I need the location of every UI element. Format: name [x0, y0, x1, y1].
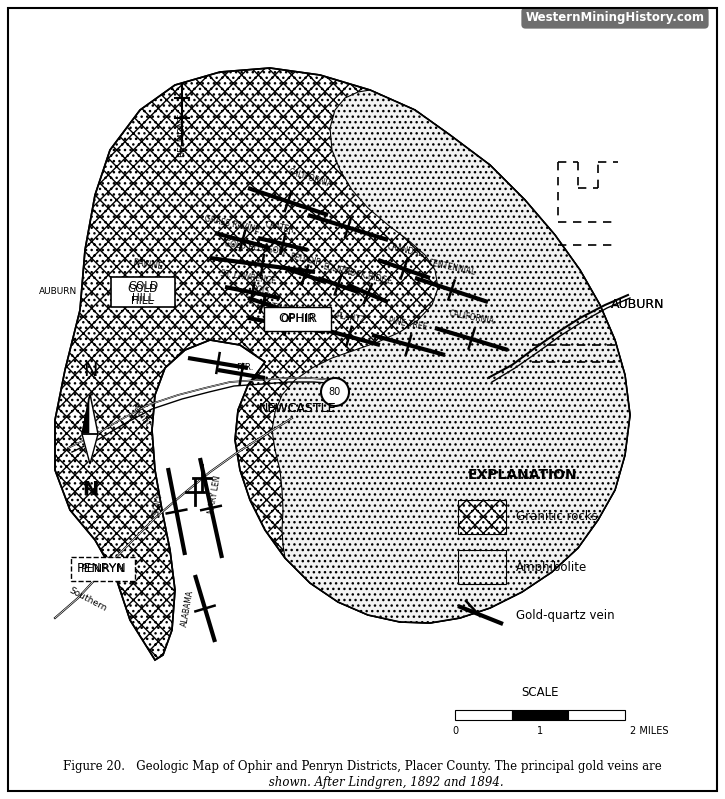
- Text: BELMONT: BELMONT: [178, 113, 186, 157]
- Text: N: N: [82, 480, 98, 499]
- Polygon shape: [82, 394, 98, 434]
- Text: Gold-quartz vein: Gold-quartz vein: [516, 609, 615, 622]
- Bar: [458, 500, 506, 534]
- Text: OPHIR: OPHIR: [278, 312, 318, 324]
- Text: OPHIR: OPHIR: [281, 314, 315, 324]
- Text: ST. LAWRENCE: ST. LAWRENCE: [220, 268, 276, 285]
- Text: 2 MILES: 2 MILES: [630, 726, 668, 736]
- FancyBboxPatch shape: [264, 307, 331, 331]
- Text: 0: 0: [452, 726, 458, 736]
- Text: GOLD
HILL: GOLD HILL: [127, 284, 157, 306]
- Text: N: N: [83, 360, 97, 380]
- Circle shape: [321, 378, 349, 406]
- Text: ROCK RIDGE: ROCK RIDGE: [344, 268, 392, 286]
- Text: Southern: Southern: [67, 586, 108, 614]
- FancyBboxPatch shape: [111, 277, 175, 307]
- Text: R.R.: R.R.: [236, 364, 254, 372]
- Text: AUBURN: AUBURN: [611, 299, 665, 312]
- Text: EXPLANATION: EXPLANATION: [468, 468, 578, 482]
- Text: 1: 1: [537, 726, 543, 736]
- Text: SCALE: SCALE: [521, 686, 559, 698]
- Text: WesternMiningHistory.com: WesternMiningHistory.com: [526, 11, 705, 25]
- Text: GRASS RAVINE: GRASS RAVINE: [204, 214, 260, 234]
- Text: CENTENNIAL: CENTENNIAL: [428, 259, 476, 277]
- Text: Figure 20.   Geologic Map of Ophir and Penryn Districts, Placer County. The prin: Figure 20. Geologic Map of Ophir and Pen…: [62, 760, 661, 773]
- Bar: [568, 710, 625, 720]
- Text: PINE TREE: PINE TREE: [388, 316, 428, 332]
- Text: DOIS: DOIS: [250, 284, 270, 296]
- Bar: [512, 710, 568, 720]
- Text: shown. After Lindgren, 1892 and 1894.: shown. After Lindgren, 1892 and 1894.: [220, 776, 504, 789]
- Text: SICILY: SICILY: [152, 493, 165, 517]
- Text: AUBURN: AUBURN: [611, 299, 665, 312]
- Polygon shape: [82, 434, 98, 464]
- Polygon shape: [272, 90, 630, 623]
- Text: BELVOIR: BELVOIR: [289, 252, 321, 268]
- Text: 80: 80: [329, 387, 341, 397]
- Text: Granitic rocks: Granitic rocks: [516, 511, 597, 523]
- Bar: [458, 550, 506, 584]
- Text: CRATER: CRATER: [265, 221, 296, 236]
- Text: CALIFORNIA: CALIFORNIA: [449, 309, 495, 327]
- Text: PENRYN: PENRYN: [81, 564, 125, 574]
- Text: MARY LEN: MARY LEN: [207, 475, 223, 515]
- Text: CRANDAL: CRANDAL: [386, 242, 424, 258]
- FancyBboxPatch shape: [71, 557, 135, 581]
- Polygon shape: [90, 394, 98, 434]
- Text: Pacific: Pacific: [128, 400, 152, 429]
- Text: CALIFORNIA: CALIFORNIA: [287, 167, 334, 189]
- Text: GOLD
HILL: GOLD HILL: [128, 281, 158, 303]
- Text: HATHAWAY: HATHAWAY: [260, 300, 304, 316]
- Text: RAVINE: RAVINE: [132, 258, 164, 272]
- Text: PENRYN: PENRYN: [77, 562, 127, 574]
- Text: Amphibolite: Amphibolite: [516, 561, 587, 574]
- Polygon shape: [55, 68, 630, 660]
- Text: PLANTZ: PLANTZ: [334, 311, 365, 325]
- Bar: [455, 710, 512, 720]
- Text: NEWCASTLE: NEWCASTLE: [260, 402, 336, 415]
- Text: NEWCASTLE: NEWCASTLE: [260, 402, 336, 415]
- Text: ALABAMA: ALABAMA: [181, 589, 196, 627]
- Text: ECLIPSE: ECLIPSE: [322, 262, 354, 277]
- Text: AUBURN: AUBURN: [39, 288, 77, 296]
- Text: GOLD BLOSSOM: GOLD BLOSSOM: [224, 239, 286, 256]
